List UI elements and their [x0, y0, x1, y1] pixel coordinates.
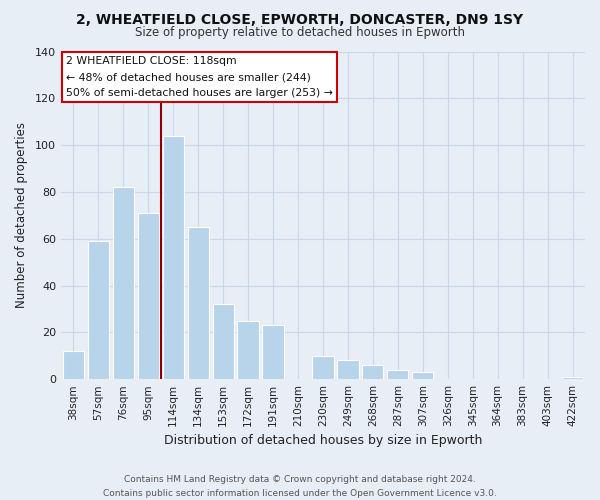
Bar	[188, 227, 209, 379]
Bar	[212, 304, 234, 379]
Bar	[412, 372, 433, 379]
Bar	[262, 326, 284, 379]
Text: Contains HM Land Registry data © Crown copyright and database right 2024.
Contai: Contains HM Land Registry data © Crown c…	[103, 476, 497, 498]
Bar	[387, 370, 409, 379]
Bar	[137, 213, 159, 379]
Text: Size of property relative to detached houses in Epworth: Size of property relative to detached ho…	[135, 26, 465, 39]
Bar	[88, 241, 109, 379]
Text: 2 WHEATFIELD CLOSE: 118sqm
← 48% of detached houses are smaller (244)
50% of sem: 2 WHEATFIELD CLOSE: 118sqm ← 48% of deta…	[66, 56, 333, 98]
Bar	[562, 377, 583, 379]
Bar	[238, 320, 259, 379]
Text: 2, WHEATFIELD CLOSE, EPWORTH, DONCASTER, DN9 1SY: 2, WHEATFIELD CLOSE, EPWORTH, DONCASTER,…	[76, 12, 524, 26]
Y-axis label: Number of detached properties: Number of detached properties	[15, 122, 28, 308]
Bar	[163, 136, 184, 379]
Bar	[113, 188, 134, 379]
Bar	[337, 360, 359, 379]
Bar	[362, 365, 383, 379]
Bar	[313, 356, 334, 379]
Bar	[63, 351, 84, 379]
X-axis label: Distribution of detached houses by size in Epworth: Distribution of detached houses by size …	[164, 434, 482, 448]
